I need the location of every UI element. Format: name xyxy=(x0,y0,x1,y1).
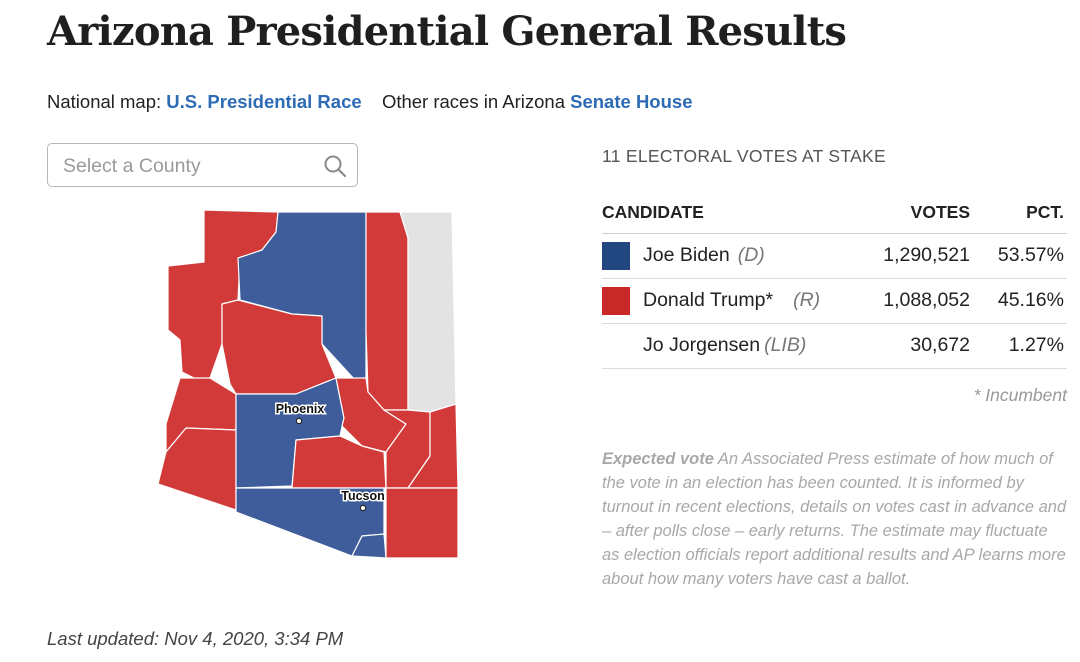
party-label: (D) xyxy=(737,243,765,266)
race-nav: National map: U.S. Presidential Race Oth… xyxy=(47,91,692,113)
candidate-cell: Donald Trump* (R) xyxy=(602,278,858,324)
other-races-label: Other races in Arizona xyxy=(381,91,565,112)
arizona-county-map[interactable]: Phoenix Tucson xyxy=(150,200,470,570)
expected-vote-note: Expected vote An Associated Press estima… xyxy=(602,447,1067,591)
candidate-cell: Jo Jorgensen (LIB) xyxy=(602,323,858,369)
pct-cell: 53.57% xyxy=(970,233,1067,279)
table-row: Donald Trump* (R) 1,088,052 45.16% xyxy=(602,278,1067,324)
electoral-votes-label: 11 ELECTORAL VOTES AT STAKE xyxy=(602,146,886,166)
candidate-name: Jo Jorgensen xyxy=(643,333,761,356)
candidate-header: CANDIDATE xyxy=(602,193,858,234)
house-link[interactable]: House xyxy=(635,91,693,112)
pct-cell: 1.27% xyxy=(970,323,1067,369)
results-table: CANDIDATE VOTES PCT. Joe Biden (D) 1,290,… xyxy=(602,193,1067,369)
national-map-label: National map: xyxy=(47,91,162,112)
table-row: Joe Biden (D) 1,290,521 53.57% xyxy=(602,233,1067,279)
votes-cell: 1,290,521 xyxy=(858,233,970,279)
table-row: Jo Jorgensen (LIB) 30,672 1.27% xyxy=(602,323,1067,369)
county-cochise[interactable] xyxy=(385,487,459,559)
last-updated: Last updated: Nov 4, 2020, 3:34 PM xyxy=(47,628,344,649)
county-santa-cruz[interactable] xyxy=(351,533,387,559)
page-title: Arizona Presidential General Results xyxy=(47,8,847,55)
table-header-row: CANDIDATE VOTES PCT. xyxy=(602,193,1067,234)
county-search[interactable] xyxy=(47,143,358,187)
incumbent-note: * Incumbent xyxy=(973,385,1067,405)
senate-link[interactable]: Senate xyxy=(570,91,631,112)
county-layer xyxy=(157,209,459,559)
party-color-swatch xyxy=(602,286,630,315)
county-navajo[interactable] xyxy=(365,211,409,411)
city-label-tucson: Tucson xyxy=(341,489,385,503)
pct-header: PCT. xyxy=(970,193,1067,234)
party-color-swatch xyxy=(602,332,630,360)
votes-header: VOTES xyxy=(858,193,970,234)
county-apache[interactable] xyxy=(399,211,457,413)
party-color-swatch xyxy=(602,241,630,270)
expected-vote-text: An Associated Press estimate of how much… xyxy=(602,450,1067,588)
candidate-cell: Joe Biden (D) xyxy=(602,233,858,279)
pct-cell: 45.16% xyxy=(970,278,1067,324)
city-tucson: Tucson xyxy=(340,488,386,512)
expected-vote-term: Expected vote xyxy=(602,450,714,468)
search-icon[interactable] xyxy=(322,153,348,179)
candidate-name: Donald Trump* xyxy=(643,288,774,311)
national-race-link[interactable]: U.S. Presidential Race xyxy=(166,91,362,112)
county-yuma[interactable] xyxy=(157,427,237,511)
county-search-input[interactable] xyxy=(63,153,318,179)
votes-cell: 30,672 xyxy=(858,323,970,369)
votes-cell: 1,088,052 xyxy=(858,278,970,324)
candidate-name: Joe Biden xyxy=(643,243,730,266)
city-phoenix: Phoenix xyxy=(274,401,326,425)
city-label-phoenix: Phoenix xyxy=(276,402,325,416)
party-label: (LIB) xyxy=(764,333,807,356)
party-label: (R) xyxy=(793,288,821,311)
